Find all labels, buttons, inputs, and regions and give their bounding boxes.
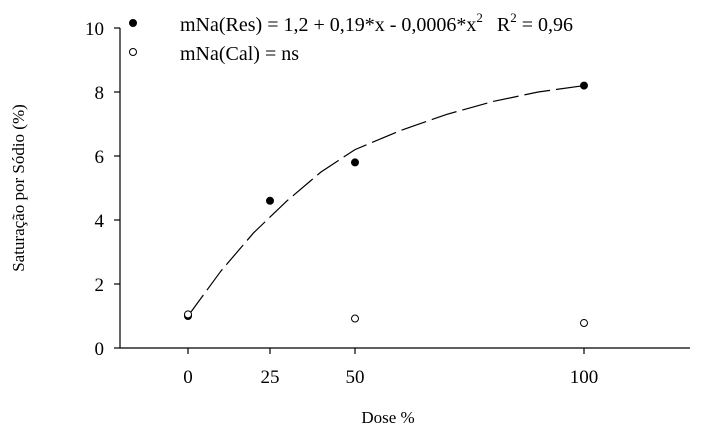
legend-label-res: mNa(Res) = 1,2 + 0,19*x - 0,0006*x2 R2 = … bbox=[180, 10, 573, 36]
series-cal-points bbox=[184, 310, 588, 328]
point-res bbox=[351, 158, 359, 167]
y-axis-title: Saturação por Sódio (%) bbox=[9, 104, 28, 272]
point-cal bbox=[580, 319, 588, 328]
y-tick-label: 6 bbox=[95, 147, 105, 168]
legend: mNa(Res) = 1,2 + 0,19*x - 0,0006*x2 R2 = … bbox=[129, 10, 573, 65]
x-tick-label: 50 bbox=[346, 367, 365, 388]
legend-marker-cal bbox=[129, 48, 137, 56]
y-tick-label: 8 bbox=[95, 83, 105, 104]
fit-curve bbox=[187, 85, 585, 317]
point-cal bbox=[351, 314, 359, 323]
y-tick-label: 2 bbox=[95, 275, 105, 296]
x-tick-label: 25 bbox=[261, 367, 280, 388]
axes bbox=[119, 28, 690, 349]
legend-marker-res bbox=[129, 19, 137, 27]
legend-label-cal: mNa(Cal) = ns bbox=[180, 43, 299, 65]
point-res bbox=[580, 81, 588, 90]
x-tick-label: 0 bbox=[183, 367, 193, 388]
series-res-points bbox=[184, 81, 588, 320]
y-ticks: 0 2 4 6 8 10 bbox=[85, 19, 120, 360]
point-res bbox=[266, 196, 274, 205]
x-axis-title: Dose % bbox=[361, 408, 414, 427]
point-cal bbox=[184, 310, 192, 319]
y-tick-label: 4 bbox=[95, 211, 105, 232]
y-tick-label: 10 bbox=[85, 19, 104, 40]
y-tick-label: 0 bbox=[95, 339, 105, 360]
x-tick-label: 100 bbox=[570, 367, 599, 388]
x-ticks: 0 25 50 100 bbox=[183, 348, 598, 388]
